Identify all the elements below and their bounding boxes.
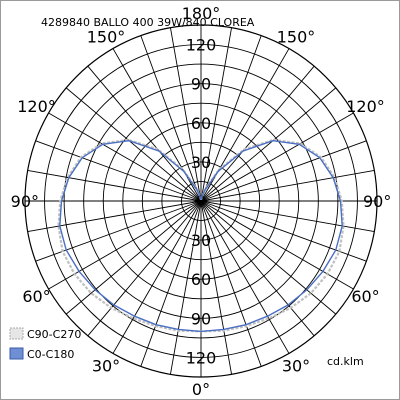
grid-spoke (200, 27, 233, 202)
radial-label: 90 (191, 75, 211, 94)
grid-spoke (169, 27, 202, 202)
grid-spoke (169, 200, 202, 375)
angle-label: 60° (351, 287, 379, 306)
grid-spoke (200, 140, 367, 202)
grid-spoke (35, 140, 202, 202)
grid-spoke (27, 200, 202, 233)
angle-label: 90° (363, 192, 391, 211)
angle-label: 90° (11, 192, 39, 211)
grid-spoke (200, 35, 262, 202)
radial-labels: 30 30 60 60 90 90 120 120 (186, 36, 217, 368)
grid-spoke (200, 200, 315, 337)
grid-spoke (87, 65, 202, 202)
grid-spoke (65, 200, 202, 315)
grid-spoke (48, 112, 202, 202)
radial-label: 30 (191, 231, 211, 250)
grid-spoke (200, 112, 354, 202)
grid-spoke (200, 169, 375, 202)
grid-spoke (200, 200, 337, 315)
angle-label: 60° (22, 287, 50, 306)
grid-spoke (112, 200, 202, 354)
radial-label: 30 (191, 153, 211, 172)
grid-spoke (200, 200, 290, 354)
polar-grid (24, 24, 378, 378)
angle-label: 180° (182, 4, 221, 23)
grid-spoke (27, 169, 202, 202)
grid-spoke (87, 200, 202, 337)
grid-spoke (200, 87, 337, 202)
legend-label-c90-c270: C90-C270 (27, 328, 81, 341)
grid-spoke (200, 65, 315, 202)
radial-label: 120 (186, 36, 217, 55)
legend: C90-C270 C0-C180 (9, 327, 81, 361)
grid-spoke (140, 200, 202, 367)
legend-swatch-c90-c270 (9, 327, 24, 340)
grid-spoke (140, 35, 202, 202)
grid-spoke (200, 200, 233, 375)
unit-label: cd.klm (327, 355, 364, 368)
angle-label: 120° (17, 97, 56, 116)
angle-label: 0° (192, 380, 210, 399)
grid-spoke (200, 200, 375, 233)
radial-label: 120 (186, 348, 217, 367)
angle-label: 30° (92, 357, 120, 376)
radial-label: 60 (191, 270, 211, 289)
radial-label: 60 (191, 114, 211, 133)
curves (57, 138, 345, 333)
angle-label: 150° (87, 28, 126, 47)
angle-label: 150° (277, 28, 316, 47)
radial-label: 90 (191, 309, 211, 328)
chart-title: 4289840 BALLO 400 39W/840 CLOREA (41, 16, 255, 29)
grid-spoke (200, 200, 262, 367)
angle-labels: 180° 150° 150° 120° 120° 90° 90° 60° 60° 30° 30° 0° (11, 4, 392, 399)
legend-swatch-c0-c180 (9, 347, 24, 360)
angle-label: 30° (282, 357, 310, 376)
curve-c0-c180 (59, 139, 343, 333)
angle-label: 120° (346, 97, 385, 116)
legend-label-c0-c180: C0-C180 (27, 348, 74, 361)
grid-spoke (65, 87, 202, 202)
